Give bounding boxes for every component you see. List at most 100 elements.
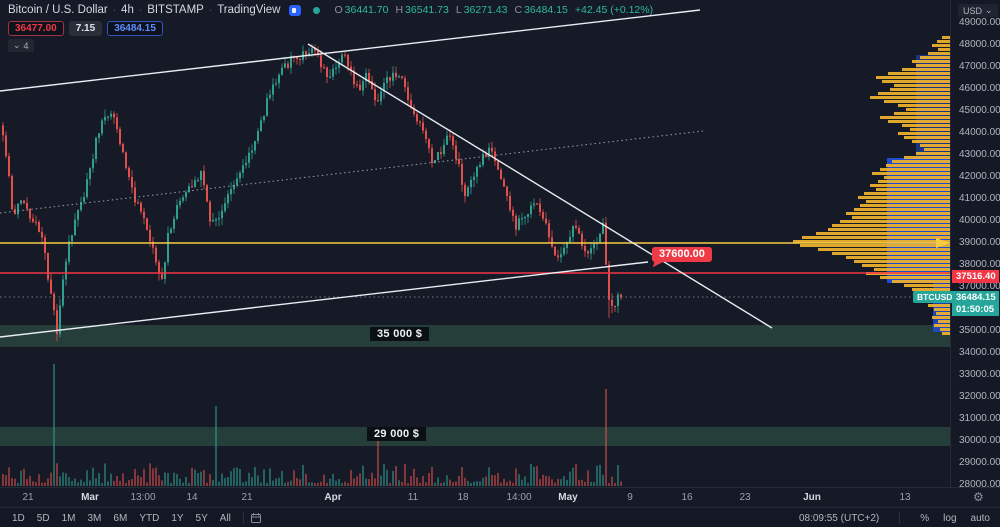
volume-bar xyxy=(203,470,205,486)
currency-toggle[interactable]: USD ⌄ xyxy=(958,4,998,17)
last-price-label: 36484.15 xyxy=(952,291,999,304)
candle-body xyxy=(89,168,91,180)
support-35000[interactable] xyxy=(0,325,950,347)
candle-body xyxy=(140,202,142,212)
candle-body xyxy=(26,203,28,209)
profile-row xyxy=(904,136,950,139)
range-button-6m[interactable]: 6M xyxy=(113,512,128,524)
exchange-label[interactable]: BITSTAMP xyxy=(147,4,204,16)
candle-body xyxy=(311,48,313,53)
volume-bar xyxy=(29,475,31,486)
volume-bar xyxy=(44,482,46,486)
range-button-5y[interactable]: 5Y xyxy=(195,512,208,524)
volume-bar xyxy=(452,482,454,486)
volume-bar xyxy=(506,482,508,486)
gear-icon[interactable]: ⚙ xyxy=(973,490,984,504)
connection-status-icon[interactable] xyxy=(313,6,321,14)
volume-bar xyxy=(296,477,298,486)
symbol-title[interactable]: Bitcoin / U.S. Dollar xyxy=(8,4,108,16)
profile-row xyxy=(898,132,950,135)
candle-body xyxy=(287,63,289,68)
candle-body xyxy=(419,121,421,123)
volume-bar xyxy=(59,476,61,486)
scale-button-log[interactable]: log xyxy=(943,512,957,524)
candle-body xyxy=(86,179,88,197)
profile-row xyxy=(854,260,950,263)
volume-bar xyxy=(122,473,124,486)
volume-bar xyxy=(308,482,310,486)
candle-body xyxy=(494,151,496,162)
volume-bar xyxy=(317,483,319,486)
candle-body xyxy=(527,214,529,217)
trendlines[interactable] xyxy=(0,9,773,338)
price-callout-37600[interactable]: 37600.00 xyxy=(652,247,712,262)
scale-button-percent[interactable]: % xyxy=(920,512,930,524)
candle-body xyxy=(5,135,7,157)
bid-price[interactable]: 36477.00 xyxy=(8,21,64,36)
candle-body xyxy=(2,125,4,136)
channel-top[interactable] xyxy=(0,9,701,92)
profile-row xyxy=(942,332,950,335)
volume-bar xyxy=(320,481,322,486)
volume-bar xyxy=(569,471,571,486)
zone-label-29000[interactable]: 29 000 $ xyxy=(367,427,427,441)
time-tick: May xyxy=(558,492,578,503)
volume-bar xyxy=(380,475,382,486)
horizontal-levels[interactable] xyxy=(0,238,950,298)
candle-body xyxy=(578,228,580,234)
candle-body xyxy=(275,83,277,85)
volume-bar xyxy=(50,472,52,486)
candle-body xyxy=(512,209,514,216)
channel-mid[interactable] xyxy=(0,130,704,214)
candle-body xyxy=(344,54,346,56)
range-button-ytd[interactable]: YTD xyxy=(139,512,160,524)
volume-bar xyxy=(269,468,271,486)
candle-body xyxy=(347,54,349,67)
zone-label-35000[interactable]: 35 000 $ xyxy=(370,327,430,341)
candle-body xyxy=(35,221,37,223)
brand-label[interactable]: TradingView xyxy=(217,4,281,16)
time-axis[interactable]: ⚙ 21 Mar 13:00 14 21 Apr 11 18 14:00 May 9 16 23 Jun 1… xyxy=(0,487,1000,508)
candle-body xyxy=(206,185,208,202)
range-button-5d[interactable]: 5D xyxy=(36,512,50,524)
candle-body xyxy=(53,293,55,311)
candle-body xyxy=(374,89,376,101)
collapsed-indicators-count: 4 xyxy=(23,40,29,51)
volume-bar xyxy=(329,478,331,486)
profile-row xyxy=(870,184,950,187)
profile-row xyxy=(920,56,950,59)
candle-body xyxy=(515,215,517,230)
support-29000[interactable] xyxy=(0,427,950,446)
candle-body xyxy=(254,141,256,151)
volume-bar xyxy=(563,476,565,486)
price-axis[interactable]: USD ⌄ 37516.40 36484.15 01:50:05 49000.0… xyxy=(950,0,1000,490)
chart-canvas[interactable] xyxy=(0,0,950,487)
range-button-3m[interactable]: 3M xyxy=(87,512,102,524)
range-button-1y[interactable]: 1Y xyxy=(171,512,184,524)
profile-row xyxy=(898,104,950,107)
ask-price[interactable]: 36484.15 xyxy=(107,21,163,36)
range-button-all[interactable]: All xyxy=(219,512,231,524)
calendar-icon[interactable] xyxy=(250,512,262,524)
volume-bar xyxy=(263,469,265,486)
candle-body xyxy=(521,218,523,220)
profile-row xyxy=(910,128,950,131)
volume-bar xyxy=(548,476,550,486)
interval-label[interactable]: 4h xyxy=(121,4,134,16)
candle-body xyxy=(506,186,508,196)
volume-bar xyxy=(326,482,328,486)
range-button-1d[interactable]: 1D xyxy=(12,512,25,524)
scale-button-auto[interactable]: auto xyxy=(970,512,990,524)
published-idea-icon[interactable] xyxy=(289,4,302,16)
candle-body xyxy=(392,72,394,81)
session-clock[interactable]: 08:09:55 (UTC+2) xyxy=(798,512,880,524)
candle-body xyxy=(155,247,157,263)
volume-bar xyxy=(437,477,439,486)
candle-body xyxy=(386,77,388,83)
wedge-support[interactable] xyxy=(0,261,649,338)
range-button-1m[interactable]: 1M xyxy=(61,512,76,524)
candle-body xyxy=(44,237,46,253)
downtrend[interactable] xyxy=(307,43,773,329)
indicators-collapse-button[interactable]: ⌄ 4 xyxy=(8,39,34,52)
candle-body xyxy=(185,192,187,198)
